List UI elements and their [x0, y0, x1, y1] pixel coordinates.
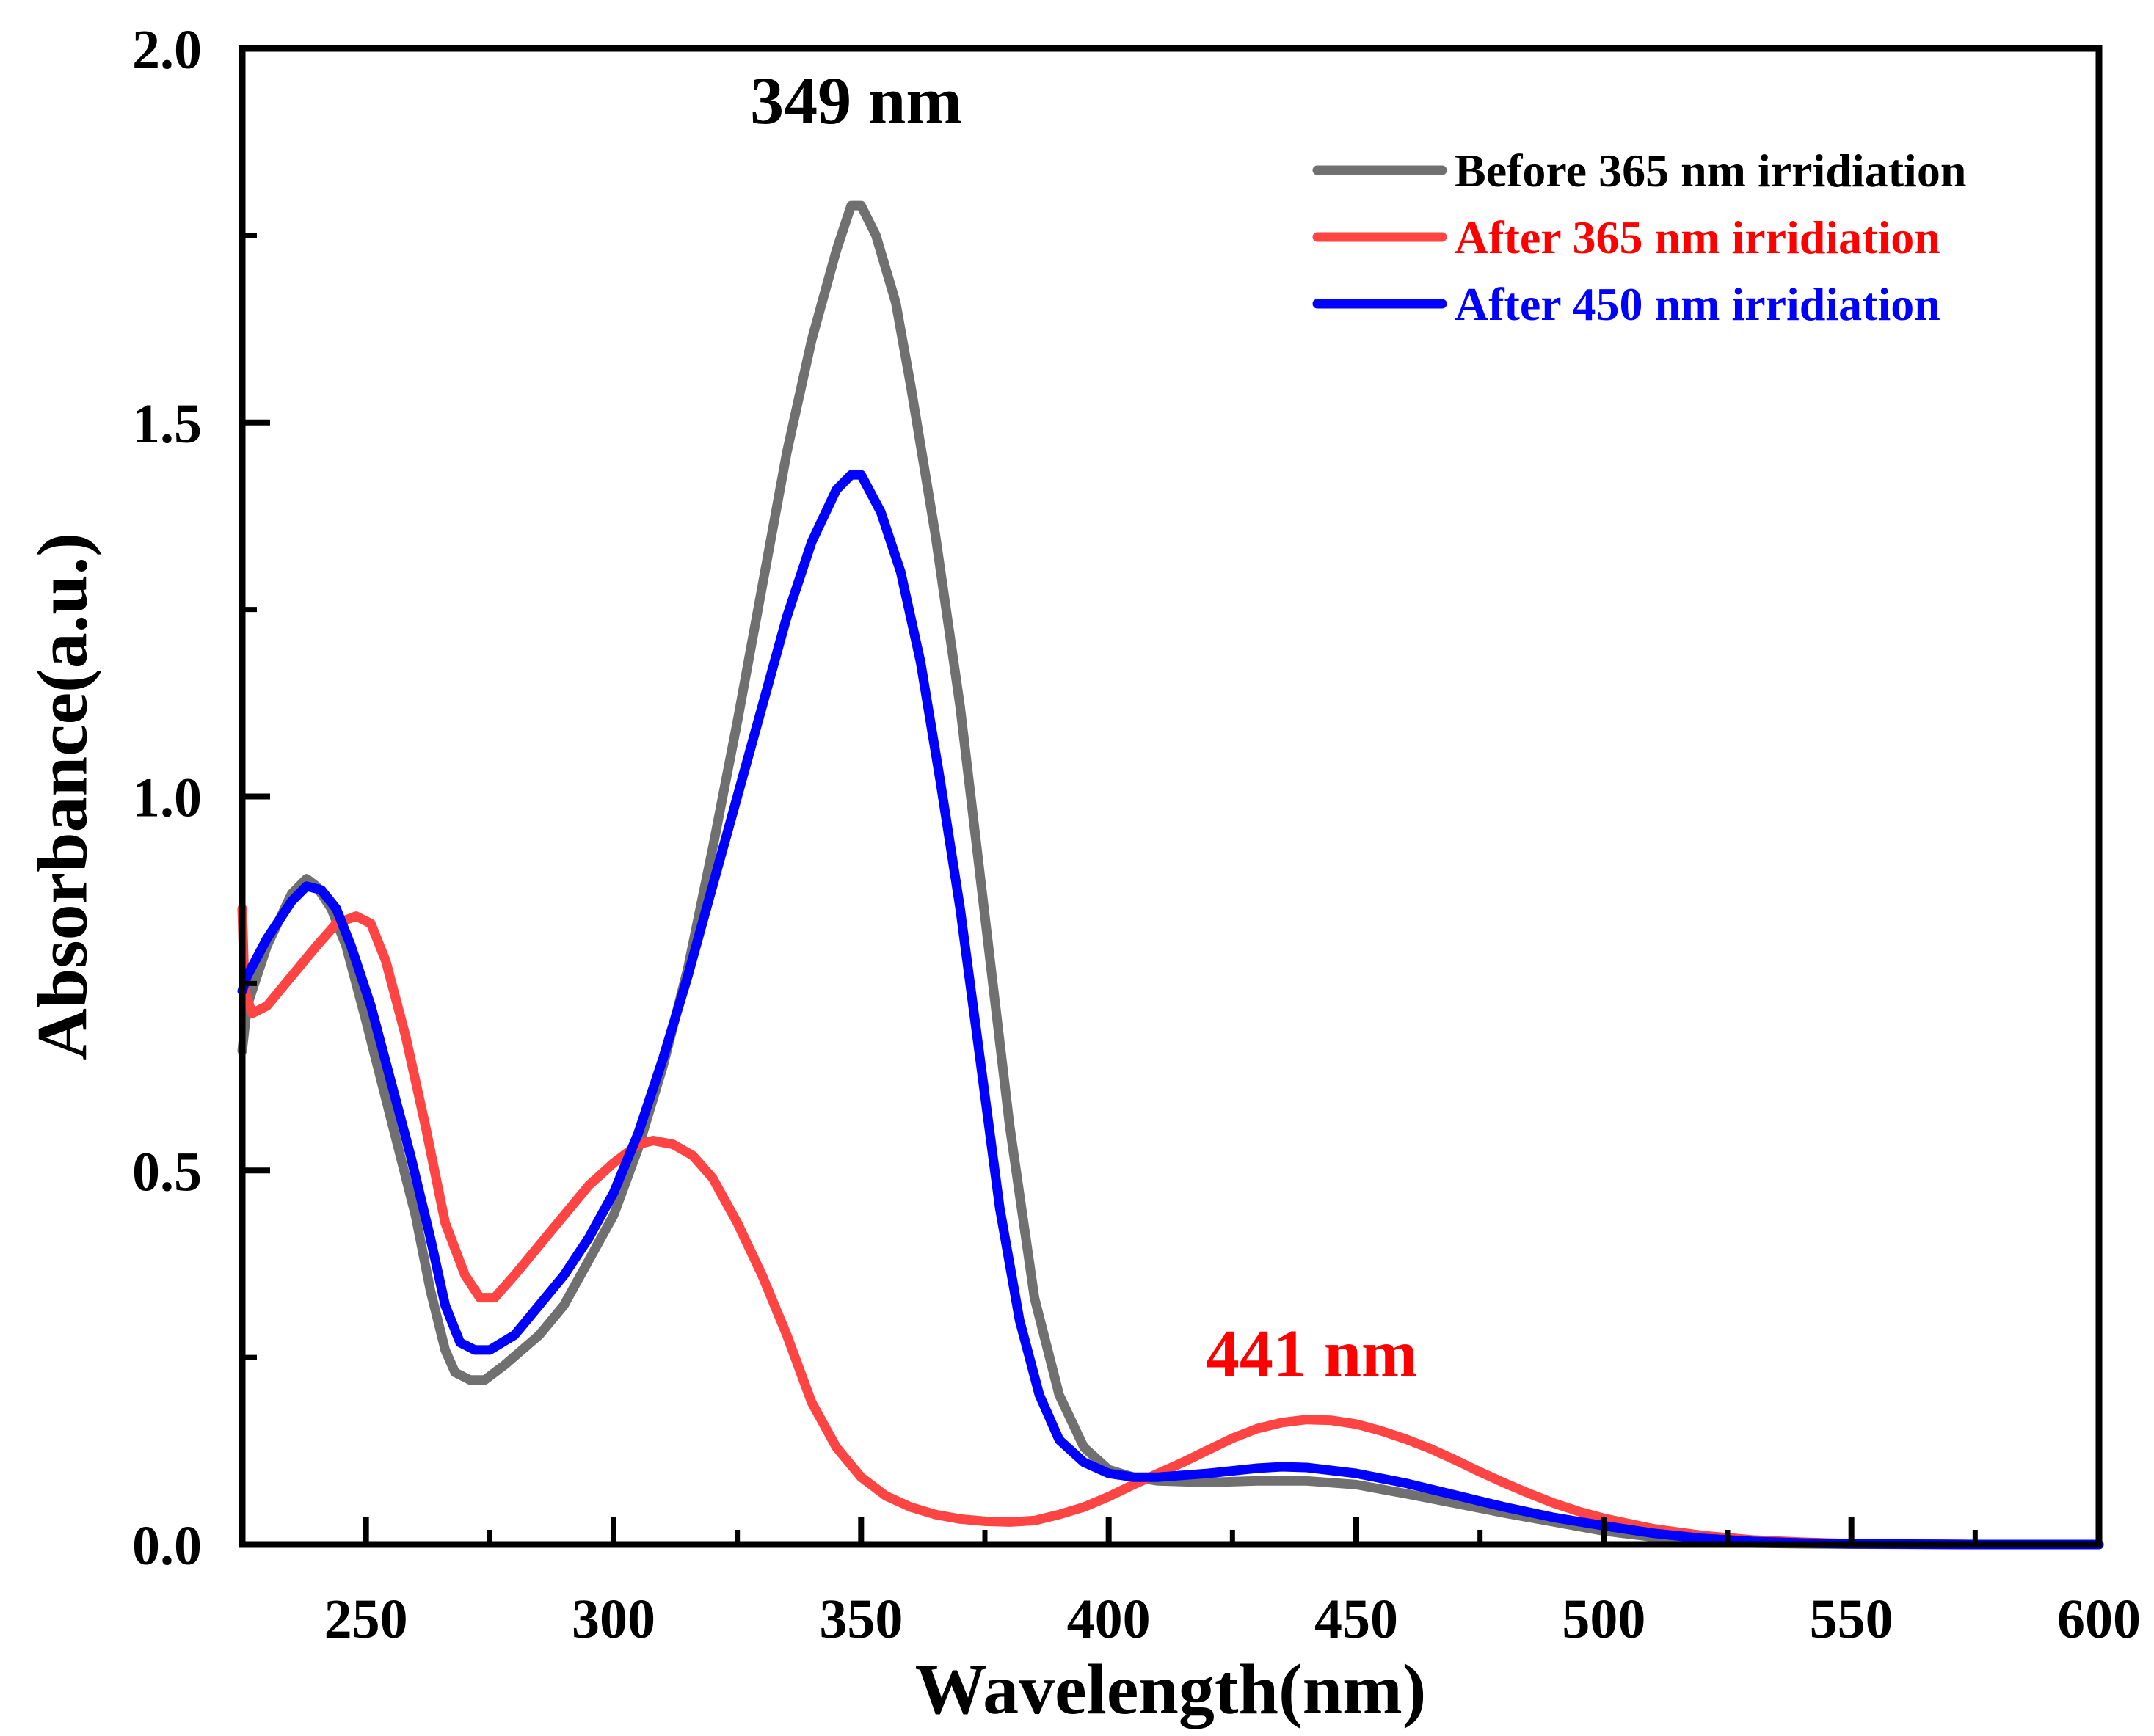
y-tick-label: 1.5 [132, 393, 202, 455]
y-tick-label: 1.0 [132, 767, 202, 829]
peak-annotation-2: 441 nm [1206, 1316, 1418, 1391]
x-tick-label: 500 [1562, 1589, 1645, 1650]
y-tick-label: 0.0 [132, 1515, 202, 1577]
legend-label-2: After 365 nm irridiation [1455, 211, 1940, 263]
x-tick-label: 600 [2057, 1589, 2141, 1650]
legend-label-3: After 450 nm irridiation [1455, 278, 1940, 330]
y-tick-label: 0.5 [132, 1141, 202, 1203]
x-tick-label: 250 [324, 1589, 408, 1650]
x-tick-label: 300 [572, 1589, 655, 1650]
y-axis-title: Absorbance(a.u.) [23, 533, 102, 1060]
x-axis-title: Wavelength(nm) [915, 1650, 1427, 1729]
series-line-2 [237, 903, 2104, 1550]
x-tick-label: 450 [1314, 1589, 1398, 1650]
x-tick-label: 550 [1810, 1589, 1893, 1650]
ticks-layer [242, 233, 1978, 1544]
series-line-1 [237, 200, 2104, 1550]
y-tick-label: 2.0 [132, 19, 202, 81]
series-line-3 [237, 470, 2104, 1550]
peak-annotation-1: 349 nm [750, 63, 962, 138]
annotations: 349 nm 441 nm [750, 63, 1418, 1391]
x-tick-label: 400 [1067, 1589, 1151, 1650]
labels-layer: 250 300 350 400 450 500 550 600 0.0 0.5 1.0 1.5 2.0 [132, 19, 2141, 1650]
series-layer [237, 200, 2104, 1550]
x-tick-label: 350 [819, 1589, 903, 1650]
legend-label-1: Before 365 nm irridiation [1455, 145, 1966, 197]
legend: Before 365 nm irridiation After 365 nm ir… [1312, 145, 1966, 330]
